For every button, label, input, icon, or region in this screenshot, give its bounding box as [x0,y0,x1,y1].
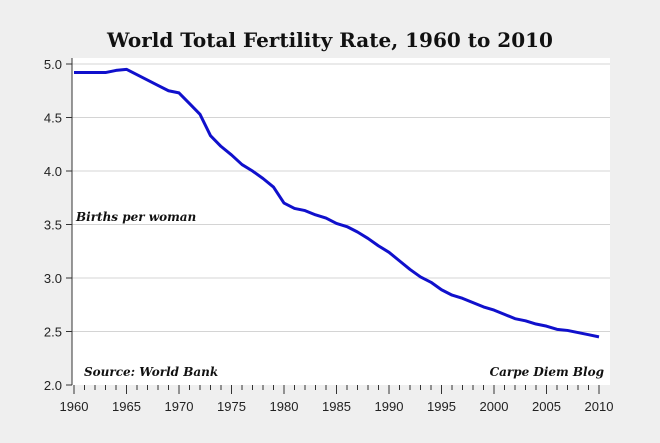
source-annotation: Source: World Bank [84,365,218,379]
x-tick-label: 1985 [322,399,351,414]
x-tick-label: 1975 [217,399,246,414]
chart-title: World Total Fertility Rate, 1960 to 2010 [107,28,553,52]
y-tick-label: 3.5 [44,218,62,233]
y-tick-label: 4.0 [44,164,62,179]
x-tick-label: 2005 [532,399,561,414]
y-tick-label: 4.5 [44,111,62,126]
y-tick-label: 2.0 [44,378,62,393]
y-tick-label: 3.0 [44,271,62,286]
credit-annotation: Carpe Diem Blog [490,365,604,379]
y-tick-label: 5.0 [44,57,62,72]
x-tick-label: 1995 [427,399,456,414]
plot-area [72,58,610,385]
x-tick-label: 2000 [480,399,509,414]
y-axis-label: Births per woman [75,210,196,224]
y-tick-label: 2.5 [44,325,62,340]
x-tick-label: 1970 [165,399,194,414]
x-tick-label: 1960 [60,399,89,414]
x-tick-label: 2010 [585,399,614,414]
x-tick-label: 1980 [270,399,299,414]
x-tick-label: 1990 [375,399,404,414]
x-tick-label: 1965 [112,399,141,414]
